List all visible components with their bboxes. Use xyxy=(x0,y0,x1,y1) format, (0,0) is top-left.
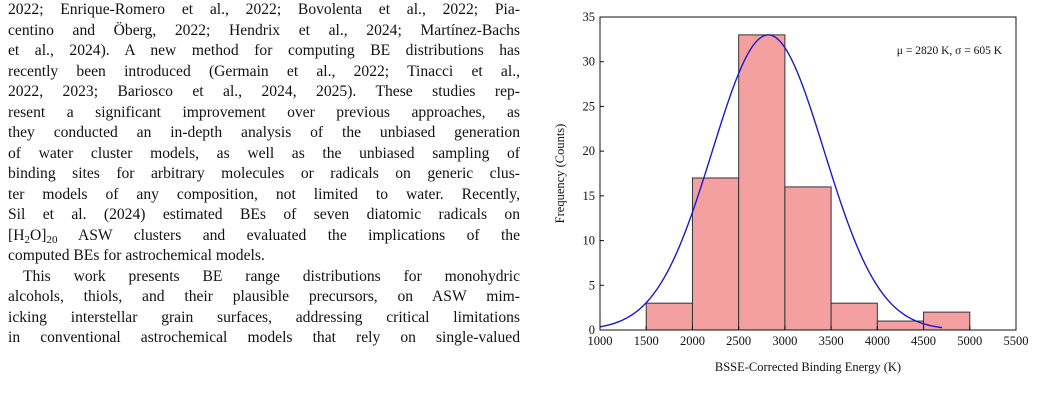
histogram-bar xyxy=(784,186,832,331)
histogram-bar xyxy=(738,34,786,331)
paragraph-2: This work presents BE range distribution… xyxy=(8,267,520,349)
fit-annotation: μ = 2820 K, σ = 605 K xyxy=(897,45,1003,57)
text-line: This work presents BE range distribution… xyxy=(23,267,520,285)
histogram-chart: 1000 1500 2000 2500 3000 3500 4000 4500 5000 5500… xyxy=(553,10,1029,374)
y-tick-label: 25 xyxy=(583,99,596,113)
formula-subscript: 20 xyxy=(46,233,58,246)
x-tick-label: 2000 xyxy=(680,334,705,348)
x-tick-label: 3000 xyxy=(772,334,797,348)
histogram-bar xyxy=(830,302,878,331)
formula-mid: O] xyxy=(29,226,47,244)
text-line: Sil et al. (2024) estimated BEs of seven… xyxy=(8,206,520,223)
text-line: 2022; Enrique-Romero et al., 2022; Bovol… xyxy=(8,1,520,18)
y-tick-label: 5 xyxy=(589,278,595,292)
paragraph-1: 2022; Enrique-Romero et al., 2022; Bovol… xyxy=(8,0,520,267)
formula-bracket-open: [H xyxy=(8,226,25,244)
text-line: ter models of any composition, not limit… xyxy=(8,185,520,203)
formula-rest: ASW clusters and evaluated the implicati… xyxy=(57,226,520,244)
y-tick-label: 30 xyxy=(583,55,596,69)
x-tick-label: 5500 xyxy=(1004,334,1029,348)
gaussian-fit-curve xyxy=(599,34,943,329)
x-tick-label: 1000 xyxy=(588,334,613,348)
y-tick-label: 20 xyxy=(583,144,596,158)
text-line: in conventional astrochemical models tha… xyxy=(8,329,520,346)
text-line: computed BEs for astrochemical models. xyxy=(8,247,265,264)
histogram-bar xyxy=(691,177,740,331)
x-tick-label: 5000 xyxy=(957,334,982,348)
x-tick-label: 4500 xyxy=(911,334,936,348)
y-tick-label: 35 xyxy=(583,10,596,24)
x-tick-label: 4000 xyxy=(865,334,890,348)
text-line: centino and Öberg, 2022; Hendrix et al.,… xyxy=(8,21,520,39)
histogram-bar xyxy=(876,320,925,331)
plot-frame xyxy=(599,16,1017,331)
text-line: binding sites for arbitrary molecules or… xyxy=(8,165,520,182)
text-column: 2022; Enrique-Romero et al., 2022; Bovol… xyxy=(8,0,520,349)
x-axis-label: BSSE-Corrected Binding Energy (K) xyxy=(715,360,901,374)
y-tick-label: 0 xyxy=(589,323,595,337)
x-tick-label: 3500 xyxy=(819,334,844,348)
y-axis-label: Frequency (Counts) xyxy=(553,124,567,224)
text-line: resent a significant improvement over pr… xyxy=(8,103,520,121)
text-line: alcohols, thiols, and their plausible pr… xyxy=(8,288,520,305)
histogram-bar xyxy=(645,302,693,331)
formula-subscript: 2 xyxy=(24,233,30,246)
histogram-bar xyxy=(923,311,971,331)
text-line: 2022, 2023; Bariosco et al., 2024, 2025)… xyxy=(8,83,520,100)
y-tick-label: 10 xyxy=(583,234,596,248)
x-tick-label: 2500 xyxy=(726,334,751,348)
histogram-figure: 1000 1500 2000 2500 3000 3500 4000 4500 5000 5500… xyxy=(540,0,1037,412)
text-line: of water cluster models, as well as the … xyxy=(8,144,520,162)
text-line: et al., 2024). A new method for computin… xyxy=(8,42,520,59)
text-line: icking interstellar grain surfaces, addr… xyxy=(8,308,520,326)
y-tick-label: 15 xyxy=(583,189,596,203)
text-line: they conducted an in-depth analysis of t… xyxy=(8,124,520,141)
text-line-formula: [H2O]20 ASW clusters and evaluated the i… xyxy=(8,226,520,247)
x-tick-label: 1500 xyxy=(634,334,659,348)
text-line: recently been introduced (Germain et al.… xyxy=(8,62,520,80)
